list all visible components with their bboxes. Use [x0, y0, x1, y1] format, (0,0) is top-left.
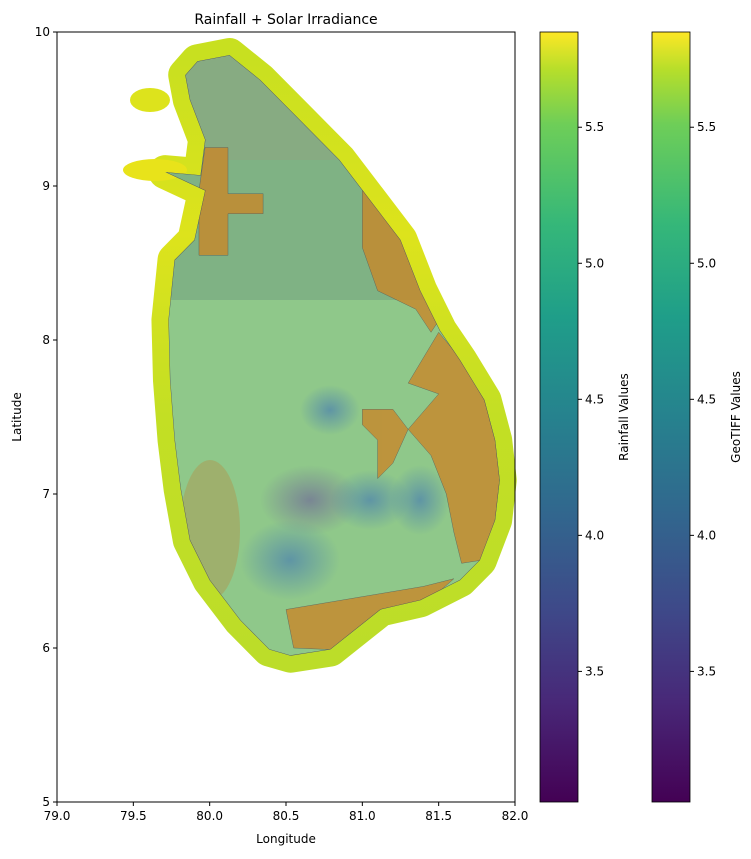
low-value-blob — [390, 465, 450, 535]
chart-title: Rainfall + Solar Irradiance — [194, 12, 377, 28]
colorbar-tick-label: 5.0 — [697, 256, 716, 270]
district-region — [362, 409, 409, 480]
district-region — [198, 147, 264, 256]
colorbar-tick-label: 4.5 — [585, 392, 604, 406]
x-tick-label: 80.5 — [273, 809, 300, 823]
y-tick-label: 9 — [42, 179, 50, 193]
islands-buffer — [130, 88, 170, 112]
x-tick-label: 81.5 — [425, 809, 452, 823]
y-axis-label: Latitude — [10, 392, 24, 441]
west-coast-zone — [180, 460, 240, 600]
colorbar-2: 3.5 4.0 4.5 5.0 5.5 GeoTIFF Values — [651, 31, 743, 803]
colorbar-gradient — [651, 31, 691, 803]
y-tick-label: 5 — [42, 795, 50, 809]
y-tick-label: 7 — [42, 487, 50, 501]
colorbars: 3.5 4.0 4.5 5.0 5.5 Rainfall Values 3.5 4.0 4.5 5… — [539, 31, 743, 803]
y-axis: 5 6 7 8 9 10 — [35, 25, 57, 809]
x-axis-label: Longitude — [256, 832, 316, 846]
colorbar-label: GeoTIFF Values — [729, 371, 743, 463]
x-tick-label: 79.5 — [120, 809, 147, 823]
colorbar-gradient — [539, 31, 579, 803]
low-value-blob — [260, 465, 360, 535]
x-axis: 79.0 79.5 80.0 80.5 81.0 81.5 82.0 — [44, 802, 529, 823]
mannar-buffer — [123, 159, 187, 181]
colorbar-tick-label: 5.0 — [585, 256, 604, 270]
colorbar-tick-label: 5.5 — [585, 120, 604, 134]
colorbar-1: 3.5 4.0 4.5 5.0 5.5 Rainfall Values — [539, 31, 631, 803]
colorbar-tick-label: 3.5 — [585, 664, 604, 678]
colorbar-tick-label: 4.0 — [585, 528, 604, 542]
colorbar-tick-label: 5.5 — [697, 120, 716, 134]
x-tick-label: 82.0 — [502, 809, 529, 823]
colorbar-label: Rainfall Values — [617, 373, 631, 461]
x-tick-label: 79.0 — [44, 809, 71, 823]
x-tick-label: 81.0 — [349, 809, 376, 823]
island-outline — [165, 55, 500, 656]
map-axes: 79.0 79.5 80.0 80.5 81.0 81.5 82.0 5 6 7 8 9 10 Rai… — [10, 12, 528, 846]
x-tick-label: 80.0 — [196, 809, 223, 823]
colorbar-tick-label: 3.5 — [697, 664, 716, 678]
low-value-blob — [300, 385, 360, 435]
low-value-blob — [330, 470, 410, 530]
y-tick-label: 8 — [42, 333, 50, 347]
colorbar-tick-label: 4.0 — [697, 528, 716, 542]
colorbar-tick-label: 4.5 — [697, 392, 716, 406]
y-tick-label: 10 — [35, 25, 50, 39]
low-value-blob — [240, 520, 340, 600]
y-tick-label: 6 — [42, 641, 50, 655]
